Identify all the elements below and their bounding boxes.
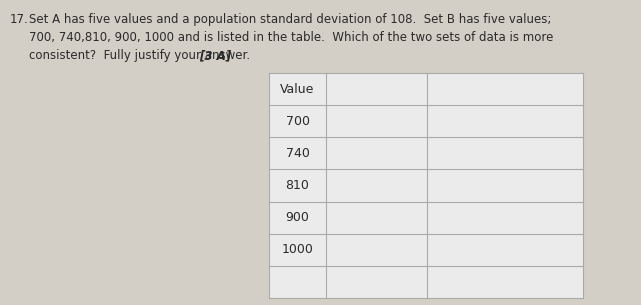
Text: Value: Value: [280, 83, 315, 95]
Text: 740: 740: [286, 147, 310, 160]
Text: 1000: 1000: [281, 243, 313, 256]
Text: consistent?  Fully justify your answer.: consistent? Fully justify your answer.: [29, 49, 251, 62]
Text: 700, 740,810, 900, 1000 and is listed in the table.  Which of the two sets of da: 700, 740,810, 900, 1000 and is listed in…: [29, 31, 554, 44]
Text: 17.: 17.: [10, 13, 29, 26]
Bar: [269, 73, 583, 298]
Text: 900: 900: [286, 211, 310, 224]
Text: [3 A]: [3 A]: [199, 49, 231, 62]
Text: 700: 700: [285, 115, 310, 128]
Text: 810: 810: [286, 179, 310, 192]
Text: Set A has five values and a population standard deviation of 108.  Set B has fiv: Set A has five values and a population s…: [29, 13, 552, 26]
